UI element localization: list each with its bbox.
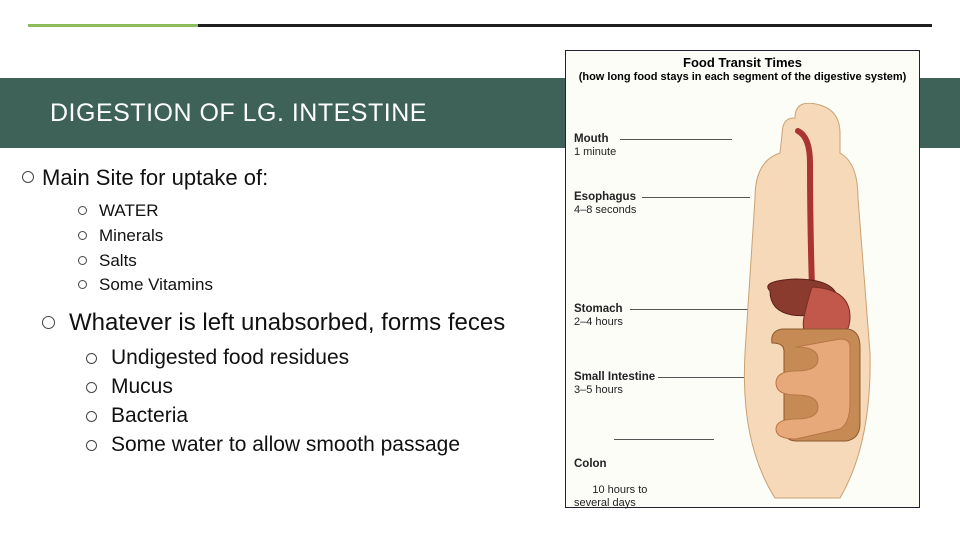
- top-rule: [28, 24, 932, 27]
- label-time: 3–5 hours: [574, 384, 623, 396]
- bullet-marker: [86, 411, 97, 422]
- bullet-text: Salts: [99, 250, 137, 272]
- bullet-marker: [78, 280, 87, 289]
- diagram-figure: Mouth 1 minute Esophagus 4–8 seconds Sto…: [570, 103, 915, 503]
- bullet-main-1: Main Site for uptake of:: [22, 164, 562, 192]
- label-stomach: Stomach 2–4 hours: [574, 303, 623, 329]
- bullet-marker: [78, 256, 87, 265]
- label-time: 1 minute: [574, 146, 616, 158]
- label-time: 2–4 hours: [574, 316, 623, 328]
- bullet-marker: [78, 231, 87, 240]
- diagram-subtitle: (how long food stays in each segment of …: [566, 71, 919, 83]
- bullet-marker: [86, 382, 97, 393]
- bullet-text: Minerals: [99, 225, 163, 247]
- bullet-text: WATER: [99, 200, 159, 222]
- bullet-text: Whatever is left unabsorbed, forms feces: [69, 308, 505, 339]
- bullet-text: Main Site for uptake of:: [42, 164, 268, 192]
- sub-bullets-1: WATER Minerals Salts Some Vitamins: [78, 200, 562, 296]
- label-name: Small Intestine: [574, 371, 655, 384]
- sub-bullet: Salts: [78, 250, 562, 272]
- label-time: 4–8 seconds: [574, 204, 636, 216]
- sub-bullet: Some water to allow smooth passage: [86, 432, 562, 459]
- bullet-text: Some Vitamins: [99, 274, 213, 296]
- label-name: Colon: [574, 458, 647, 471]
- bullet-text: Some water to allow smooth passage: [111, 432, 460, 459]
- label-time: 10 hours to several days: [574, 484, 647, 509]
- bullet-marker: [86, 440, 97, 451]
- label-small-intestine: Small Intestine 3–5 hours: [574, 371, 655, 397]
- sub-bullet: Minerals: [78, 225, 562, 247]
- label-esophagus: Esophagus 4–8 seconds: [574, 191, 636, 217]
- bullet-main-2: Whatever is left unabsorbed, forms feces: [42, 308, 562, 339]
- label-name: Mouth: [574, 133, 616, 146]
- bullet-marker: [78, 206, 87, 215]
- bullet-marker: [86, 353, 97, 364]
- sub-bullet: Some Vitamins: [78, 274, 562, 296]
- diagram-title: Food Transit Times: [566, 55, 919, 70]
- label-name: Esophagus: [574, 191, 636, 204]
- label-name: Stomach: [574, 303, 623, 316]
- leader-line: [614, 439, 714, 440]
- label-colon: Colon 10 hours to several days: [574, 433, 647, 522]
- sub-bullet: Mucus: [86, 374, 562, 401]
- bullet-text: Bacteria: [111, 403, 188, 430]
- bullet-text: Undigested food residues: [111, 345, 349, 372]
- sub-bullets-2: Undigested food residues Mucus Bacteria …: [86, 345, 562, 459]
- label-mouth: Mouth 1 minute: [574, 133, 616, 159]
- bullet-marker: [22, 171, 34, 183]
- slide-title: DIGESTION OF LG. INTESTINE: [50, 99, 427, 128]
- bullet-text: Mucus: [111, 374, 173, 401]
- sub-bullet: WATER: [78, 200, 562, 222]
- bullet-marker: [42, 316, 55, 329]
- content-area: Main Site for uptake of: WATER Minerals …: [22, 158, 562, 460]
- body-svg: [700, 103, 915, 503]
- sub-bullet: Bacteria: [86, 403, 562, 430]
- sub-bullet: Undigested food residues: [86, 345, 562, 372]
- transit-times-diagram: Food Transit Times (how long food stays …: [565, 50, 920, 508]
